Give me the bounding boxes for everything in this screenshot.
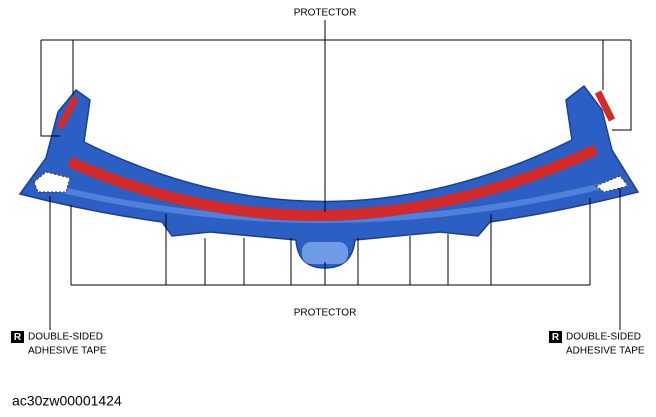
label: DOUBLE-SIDED	[28, 332, 103, 343]
label: ADHESIVE TAPE	[28, 346, 107, 357]
bumper-part	[18, 84, 640, 269]
badge-text: R	[14, 332, 22, 343]
leader-lines	[40, 20, 632, 330]
badge-text: R	[552, 332, 560, 343]
badge	[11, 331, 24, 343]
figure-code: ac30zw00001424	[12, 393, 122, 409]
label: PROTECTOR	[294, 308, 357, 319]
badge	[549, 331, 562, 343]
label: DOUBLE-SIDED	[566, 332, 641, 343]
label: PROTECTOR	[294, 8, 357, 19]
label: ADHESIVE TAPE	[566, 346, 645, 357]
